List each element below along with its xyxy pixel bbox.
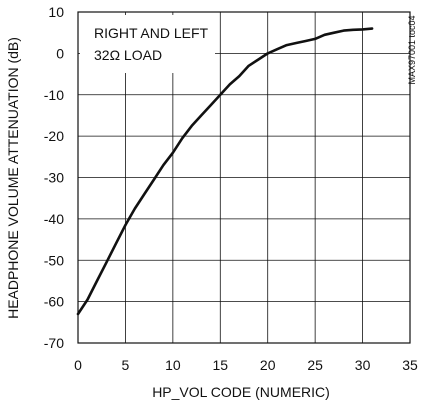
y-tick-label: -70: [44, 335, 64, 351]
x-tick-label: 15: [212, 357, 228, 373]
series-lines: [76, 27, 374, 316]
x-tick-labels: 0 5 10 15 20 25 30 35: [74, 357, 418, 373]
y-tick-labels: -70 -60 -50 -40 -30 -20 -10 0 10: [44, 4, 64, 351]
y-tick-label: -20: [44, 128, 64, 144]
x-tick-label: 10: [165, 357, 181, 373]
annotation-box: [80, 15, 215, 73]
y-tick-label: -40: [44, 211, 64, 227]
y-tick-label: -10: [44, 87, 64, 103]
series-line: [76, 27, 374, 316]
x-tick-label: 35: [402, 357, 418, 373]
y-tick-label: 10: [48, 4, 64, 20]
x-tick-label: 30: [355, 357, 371, 373]
figure-code-label: MAX97001 toc04: [407, 15, 417, 84]
y-axis-label: HEADPHONE VOLUME ATTENUATION (dB): [5, 37, 21, 319]
x-tick-label: 5: [122, 357, 130, 373]
y-tick-label: -50: [44, 252, 64, 268]
x-tick-label: 25: [307, 357, 323, 373]
y-tick-label: 0: [56, 45, 64, 61]
plot-frame: [77, 11, 411, 344]
annotation-line-2: 32Ω LOAD: [94, 47, 162, 63]
y-tick-label: -60: [44, 294, 64, 310]
x-axis-label: HP_VOL CODE (NUMERIC): [152, 384, 330, 400]
y-tick-label: -30: [44, 170, 64, 186]
annotation-line-1: RIGHT AND LEFT: [94, 25, 209, 41]
x-tick-label: 0: [74, 357, 82, 373]
x-tick-label: 20: [260, 357, 276, 373]
